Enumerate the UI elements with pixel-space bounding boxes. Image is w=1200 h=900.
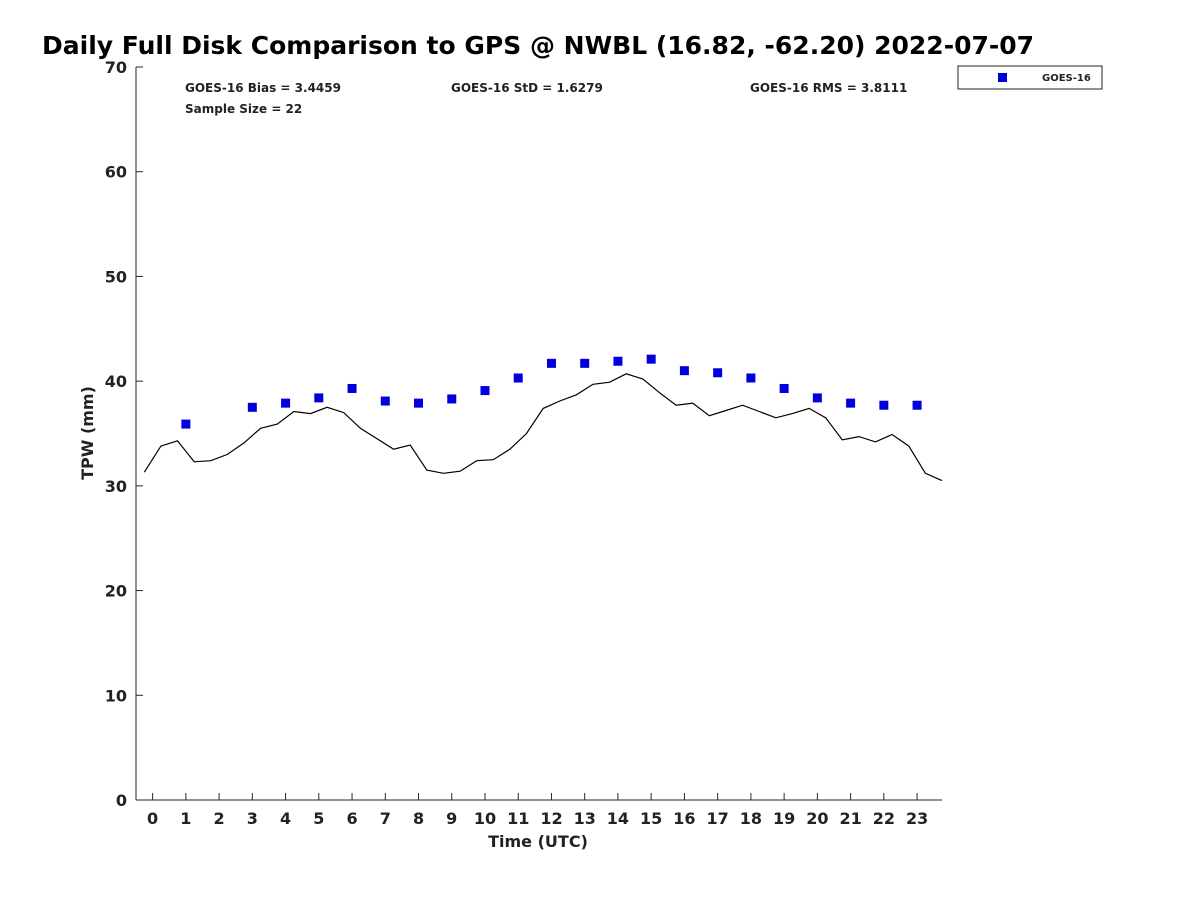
goes16-point bbox=[746, 373, 756, 383]
stat-sample-size: Sample Size = 22 bbox=[185, 102, 302, 116]
x-tick-label: 6 bbox=[346, 809, 357, 828]
goes16-point bbox=[281, 398, 291, 408]
plot-frame bbox=[136, 67, 942, 800]
goes16-point bbox=[380, 396, 390, 406]
gps-tpw-line bbox=[143, 373, 943, 482]
chart-title: Daily Full Disk Comparison to GPS @ NWBL… bbox=[42, 31, 1034, 60]
x-tick-label: 22 bbox=[873, 809, 895, 828]
x-tick-label: 1 bbox=[180, 809, 191, 828]
goes16-point bbox=[447, 394, 457, 404]
goes16-point bbox=[247, 402, 257, 412]
goes16-point bbox=[580, 358, 590, 368]
x-tick-label: 5 bbox=[313, 809, 324, 828]
legend: GOES-16 bbox=[957, 65, 1103, 90]
x-tick-label: 4 bbox=[280, 809, 291, 828]
x-tick-label: 2 bbox=[214, 809, 225, 828]
x-tick-label: 19 bbox=[773, 809, 795, 828]
x-tick-label: 0 bbox=[147, 809, 158, 828]
x-tick-label: 9 bbox=[446, 809, 457, 828]
goes16-point bbox=[181, 419, 191, 429]
y-tick-label: 20 bbox=[105, 582, 127, 601]
x-axis-label: Time (UTC) bbox=[488, 832, 588, 851]
goes16-point bbox=[347, 383, 357, 393]
x-tick-label: 15 bbox=[640, 809, 662, 828]
goes16-point bbox=[679, 366, 689, 376]
x-tick-label: 7 bbox=[380, 809, 391, 828]
goes16-point bbox=[613, 356, 623, 366]
x-tick-label: 13 bbox=[574, 809, 596, 828]
x-tick-label: 18 bbox=[740, 809, 762, 828]
x-tick-label: 14 bbox=[607, 809, 629, 828]
goes16-point bbox=[414, 398, 424, 408]
legend-marker-goes16 bbox=[998, 73, 1007, 82]
series-layer bbox=[143, 354, 943, 482]
y-tick-label: 10 bbox=[105, 686, 127, 705]
y-tick-label: 0 bbox=[116, 791, 127, 810]
goes16-point bbox=[713, 368, 723, 378]
goes16-point bbox=[646, 354, 656, 364]
y-tick-label: 50 bbox=[105, 267, 127, 286]
x-ticks: 0 1 2 3 4 5 6 7 8 9 10 11 12 13 14 15 16 17 18 19 20 21 22 23 bbox=[147, 793, 928, 828]
goes16-point bbox=[846, 398, 856, 408]
x-tick-label: 20 bbox=[806, 809, 828, 828]
goes16-point bbox=[812, 393, 822, 403]
x-tick-label: 21 bbox=[839, 809, 861, 828]
stat-std: GOES-16 StD = 1.6279 bbox=[451, 81, 603, 95]
x-tick-label: 23 bbox=[906, 809, 928, 828]
goes16-point bbox=[879, 400, 889, 410]
goes16-point bbox=[314, 393, 324, 403]
stat-bias: GOES-16 Bias = 3.4459 bbox=[185, 81, 341, 95]
y-tick-label: 40 bbox=[105, 372, 127, 391]
x-tick-label: 16 bbox=[673, 809, 695, 828]
x-tick-label: 12 bbox=[540, 809, 562, 828]
goes16-point bbox=[912, 400, 922, 410]
goes16-point bbox=[513, 373, 523, 383]
y-axis-label: TPW (mm) bbox=[78, 386, 97, 480]
x-tick-label: 10 bbox=[474, 809, 496, 828]
x-tick-label: 17 bbox=[707, 809, 729, 828]
legend-box bbox=[957, 65, 1103, 90]
goes16-point bbox=[480, 386, 490, 396]
goes16-point bbox=[546, 358, 556, 368]
stat-rms: GOES-16 RMS = 3.8111 bbox=[750, 81, 907, 95]
legend-label-goes16: GOES-16 bbox=[1042, 73, 1091, 84]
y-tick-label: 30 bbox=[105, 477, 127, 496]
x-tick-label: 3 bbox=[247, 809, 258, 828]
y-ticks: 0 10 20 30 40 50 60 70 bbox=[105, 58, 143, 810]
x-tick-label: 11 bbox=[507, 809, 529, 828]
y-tick-label: 70 bbox=[105, 58, 127, 77]
x-tick-label: 8 bbox=[413, 809, 424, 828]
goes16-point bbox=[779, 383, 789, 393]
y-tick-label: 60 bbox=[105, 163, 127, 182]
